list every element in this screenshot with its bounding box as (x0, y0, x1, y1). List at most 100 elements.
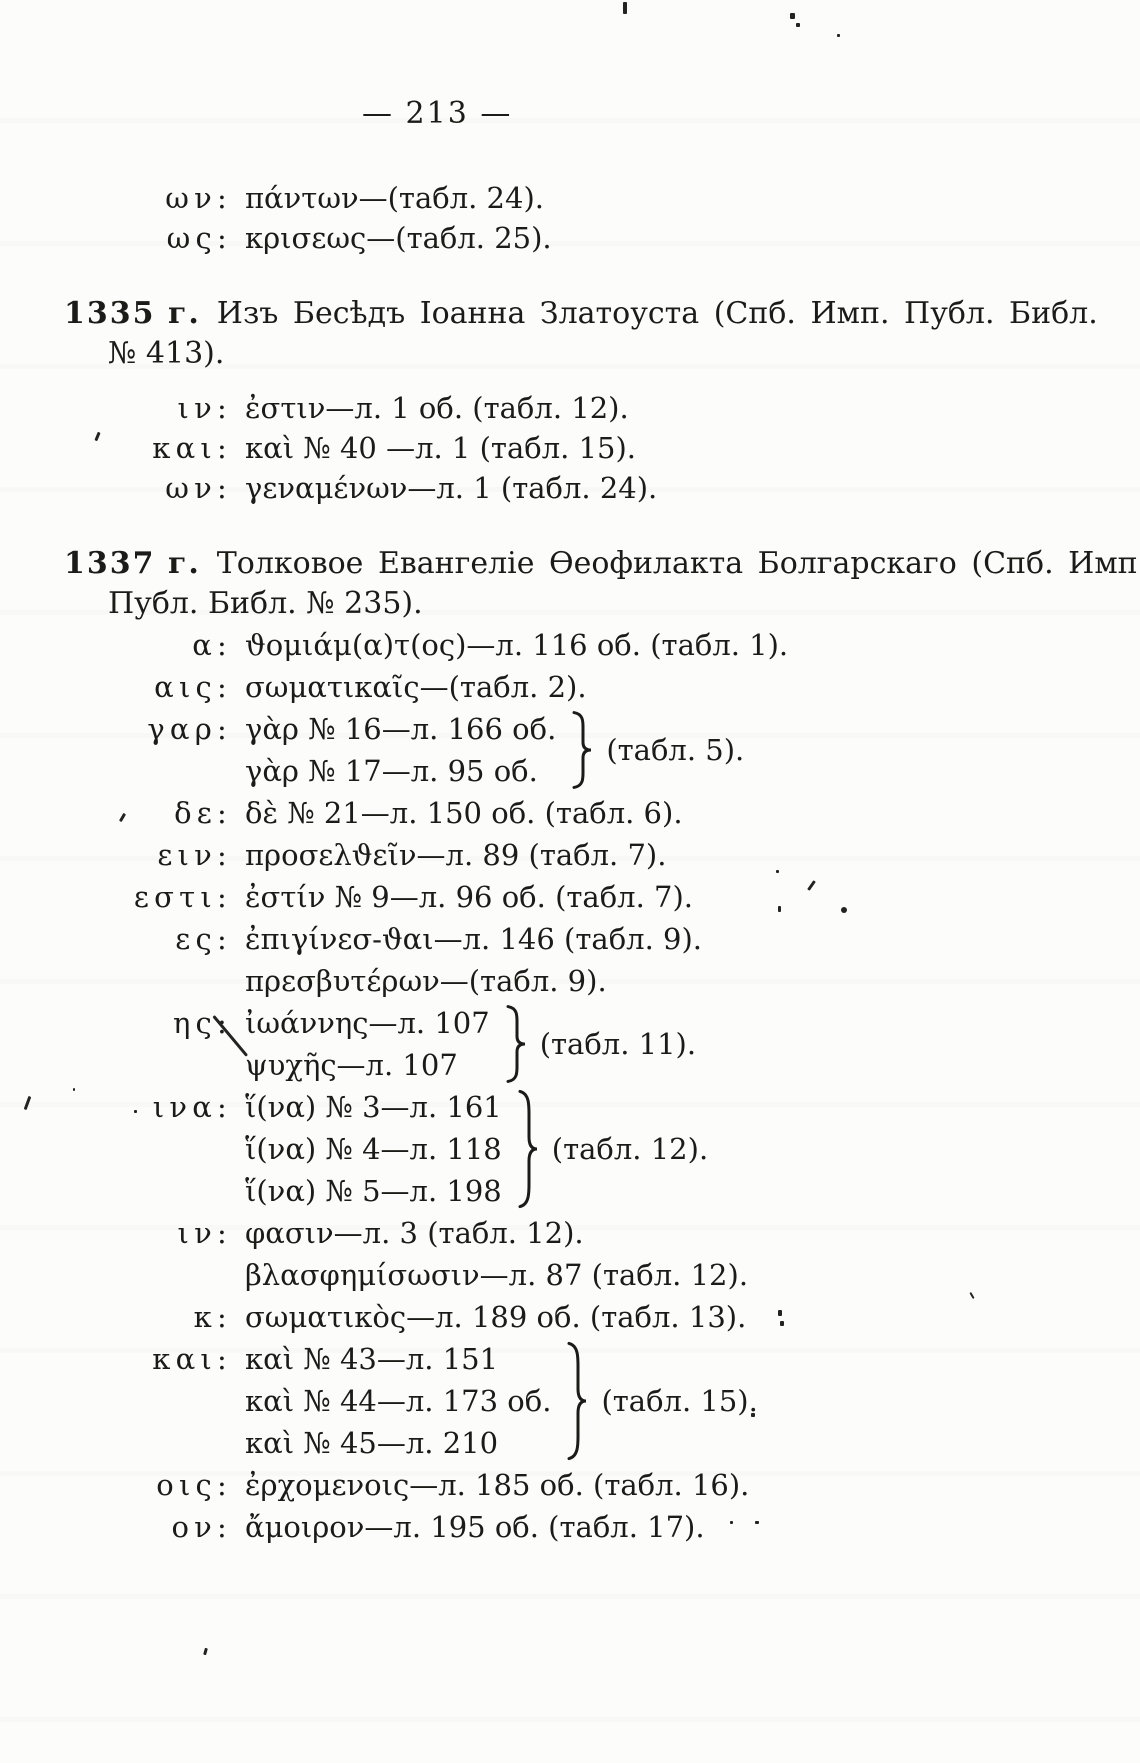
entry-text: γὰρ № 17—л. 95 об. (245, 754, 538, 788)
entry-table-ref: (табл. 15). (601, 1384, 758, 1418)
entry-key: ως (60, 218, 232, 258)
ink-speck (778, 906, 781, 912)
entry-row: ων γεναμένων—л. 1 (табл. 24). (0, 468, 1140, 508)
ink-speck (778, 1310, 782, 1316)
entry-text: γὰρ № 16—л. 166 об. (245, 712, 557, 746)
entry-row: ιν ἐστιν—л. 1 об. (табл. 12). (0, 388, 1140, 428)
entry-text: καὶ № 40 —л. 1 (табл. 15). (245, 431, 637, 465)
entry-text: δὲ № 21—л. 150 об. (табл. 6). (245, 796, 683, 830)
entry-key: ων (60, 178, 232, 218)
entry-row: πρεσβυτέρων—(табл. 9). (0, 960, 1140, 1002)
entry-text: πάντων—(табл. 24). (245, 181, 544, 215)
entry-row: βλασφημίσωσιν—л. 87 (табл. 12). (0, 1254, 1140, 1296)
entry-key: ης (60, 1002, 232, 1044)
entry-key: ιν (60, 1212, 232, 1254)
entry-text: ἄμοιρον—л. 195 об. (табл. 17). (245, 1510, 705, 1544)
manuscript-title: Изъ Бесѣдъ Іоанна Златоуста (Спб. Имп. П… (216, 296, 1098, 331)
entry-text: σωματικαῖς—(табл. 2). (245, 670, 587, 704)
entry-text: γεναμένων—л. 1 (табл. 24). (245, 471, 658, 505)
ink-speck (623, 2, 627, 14)
entry-text: ἐρχομενοις—л. 185 об. (табл. 16). (245, 1468, 750, 1502)
abbreviation-entries: α ϑομιάμ(α)τ(ος)—л. 116 об. (табл. 1). αις… (0, 624, 1140, 1548)
entry-row: ων πάντων—(табл. 24). (0, 178, 1140, 218)
brace-icon (504, 1005, 528, 1083)
ink-speck (776, 870, 779, 873)
entry-row: ες ἐπιγίνεσ-ϑαι—л. 146 (табл. 9). (0, 918, 1140, 960)
manuscript-title-continuation: Публ. Библ. № 235). (108, 586, 423, 621)
ink-speck (837, 34, 840, 37)
entry-text: ἐστίν № 9—л. 96 об. (табл. 7). (245, 880, 694, 914)
entry-key: ον (60, 1506, 232, 1548)
ink-speck (73, 1088, 75, 1091)
entry-lines: ἰωάννης—л. 107 ψυχῆς—л. 107 (245, 1002, 490, 1086)
abbreviation-entries: ιν ἐστιν—л. 1 об. (табл. 12). και καὶ № 40 … (0, 388, 1140, 508)
entry-key: ες (60, 918, 232, 960)
entry-row: και καὶ № 40 —л. 1 (табл. 15). (0, 428, 1140, 468)
entry-text: ϑομιάμ(α)τ(ος)—л. 116 об. (табл. 1). (245, 628, 789, 662)
page-number: — 213 — (362, 96, 513, 131)
entry-table-ref: (табл. 12). (551, 1132, 709, 1166)
entry-key: κ (60, 1296, 232, 1338)
entry-text: ἵ(να) № 3—л. 161 (245, 1090, 502, 1124)
entry-text: κρισεως—(табл. 25). (245, 221, 552, 255)
ink-speck (134, 1110, 137, 1113)
entry-text: καὶ № 45—л. 210 (245, 1426, 499, 1460)
ink-speck (755, 1521, 759, 1524)
entry-row: ως κρισεως—(табл. 25). (0, 218, 1140, 258)
entry-row: α ϑομιάμ(α)τ(ος)—л. 116 об. (табл. 1). (0, 624, 1140, 666)
entry-key: ειν (60, 834, 232, 876)
manuscript-year: 1335 г. (64, 296, 201, 331)
entry-text: βλασφημίσωσιν—л. 87 (табл. 12). (245, 1258, 749, 1292)
entry-row: ειν προσελϑεῖν—л. 89 (табл. 7). (0, 834, 1140, 876)
entry-text: προσελϑεῖν—л. 89 (табл. 7). (245, 838, 667, 872)
entry-lines: ἵ(να) № 3—л. 161 ἵ(να) № 4—л. 118 ἵ(να) № … (245, 1086, 502, 1212)
entry-lines: καὶ № 43—л. 151 καὶ № 44—л. 173 об. καὶ № … (245, 1338, 551, 1464)
entry-text: φασιν—л. 3 (табл. 12). (245, 1216, 584, 1250)
catalog-content: ων πάντων—(табл. 24). ως κρισεως—(табл. 25)… (0, 178, 1140, 1548)
entry-table-ref: (табл. 11). (539, 1027, 697, 1061)
entry-key: οις (60, 1464, 232, 1506)
ink-speck (796, 23, 800, 27)
manuscript-title-continuation: № 413). (108, 336, 225, 371)
ink-speck (730, 1521, 733, 1524)
entry-key: εστι (60, 876, 232, 918)
ink-speck (751, 1413, 755, 1417)
carryover-entries: ων πάντων—(табл. 24). ως κρισεως—(табл. 25)… (0, 178, 1140, 258)
entry-key: δε (60, 792, 232, 834)
entry-text: ἐστιν—л. 1 об. (табл. 12). (245, 391, 629, 425)
ink-speck (841, 907, 847, 913)
manuscript-title: Толковое Евангеліе Ѳеофилакта Болгарскаг… (216, 546, 1140, 581)
entry-text: ἵ(να) № 5—л. 198 (245, 1174, 502, 1208)
entry-row: ιν φασιν—л. 3 (табл. 12). (0, 1212, 1140, 1254)
manuscript-heading: 1337 г. Толковое Евангеліе Ѳеофилакта Бол… (64, 544, 1140, 584)
entry-key: α (60, 624, 232, 666)
entry-key: και (60, 428, 232, 468)
entry-lines: γὰρ № 16—л. 166 об. γὰρ № 17—л. 95 об. (245, 708, 556, 792)
entry-row: κ σωματικὸς—л. 189 об. (табл. 13). (0, 1296, 1140, 1338)
entry-key: ων (60, 468, 232, 508)
ink-speck (780, 1321, 784, 1326)
entry-key: ιν (60, 388, 232, 428)
entry-row: δε δὲ № 21—л. 150 об. (табл. 6). (0, 792, 1140, 834)
entry-row: αις σωματικαῖς—(табл. 2). (0, 666, 1140, 708)
ink-speck (203, 1647, 208, 1656)
entry-text: ψυχῆς—л. 107 (245, 1048, 458, 1082)
manuscript-heading: 1335 г. Изъ Бесѣдъ Іоанна Златоуста (Спб.… (64, 294, 1140, 334)
entry-row: εστι ἐστίν № 9—л. 96 об. (табл. 7). (0, 876, 1140, 918)
entry-text: ἵ(να) № 4—л. 118 (245, 1132, 502, 1166)
ink-speck (790, 13, 795, 19)
brace-icon (565, 1341, 589, 1461)
brace-icon (570, 711, 594, 789)
entry-group: γαρ γὰρ № 16—л. 166 об. γὰρ № 17—л. 95 об.… (0, 708, 1140, 792)
entry-key: ινα (60, 1086, 232, 1128)
entry-key: γαρ (60, 708, 232, 750)
brace-icon (516, 1089, 540, 1209)
manuscript-year: 1337 г. (64, 546, 201, 581)
entry-key: και (60, 1338, 232, 1380)
entry-text: πρεσβυτέρων—(табл. 9). (245, 964, 607, 998)
entry-group: ης ἰωάννης—л. 107 ψυχῆς—л. 107 (табл. 11). (0, 1002, 1140, 1086)
entry-text: καὶ № 44—л. 173 об. (245, 1384, 552, 1418)
